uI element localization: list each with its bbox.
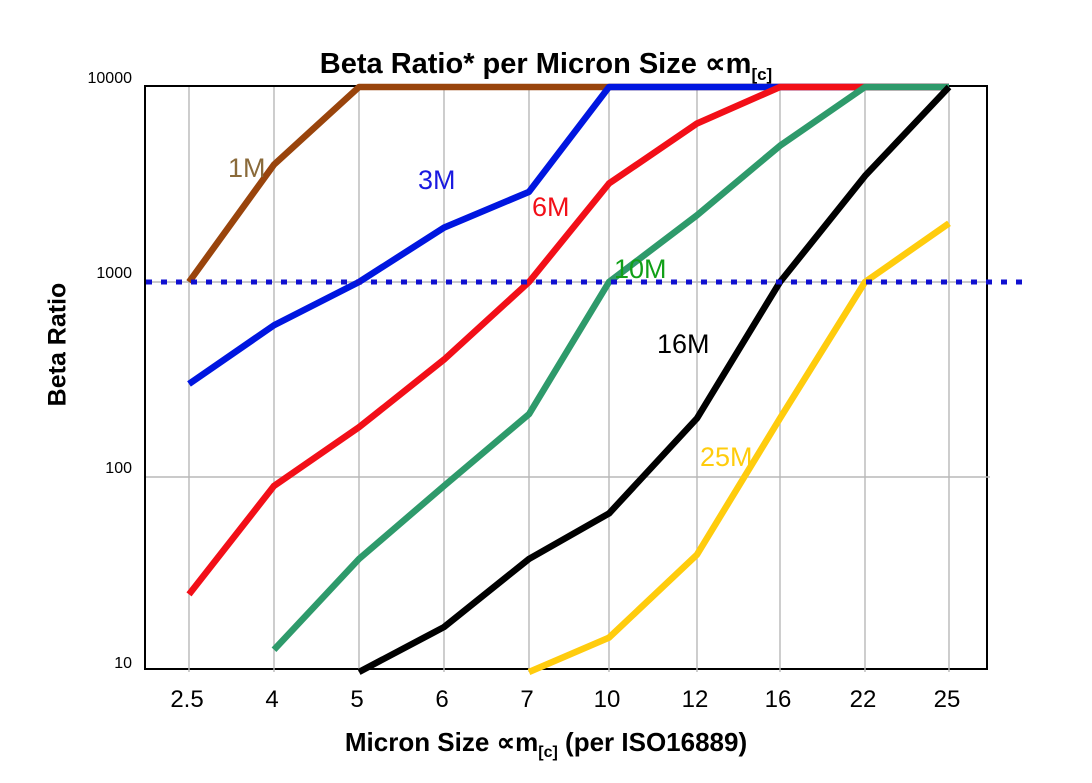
series-line-1M [186, 83, 949, 284]
series-label-16M: 16M [657, 329, 710, 359]
x-tick-label: 6 [435, 686, 449, 713]
chart-title-main: Beta Ratio* per Micron Size ∝m [319, 48, 752, 80]
y-tick-value: 1000 [96, 265, 132, 282]
x-axis-title: Micron Size ∝m[c] (per ISO16889) [0, 727, 1092, 762]
y-tick-value: 10000 [87, 70, 133, 87]
x-tick-label: 5 [350, 686, 364, 713]
series-label-6M: 6M [532, 192, 570, 222]
y-tick-value: 10 [114, 655, 132, 672]
series-line-25M [527, 220, 951, 675]
x-axis-title-subscript: [c] [538, 744, 558, 762]
plot-canvas [146, 83, 1024, 675]
x-axis-title-main: Micron Size ∝m [344, 727, 539, 757]
x-tick-label: 16 [764, 686, 792, 713]
y-tick-label: 10000 [0, 70, 133, 88]
series-line-16M [357, 84, 952, 675]
plot-area [144, 83, 1024, 675]
x-tick-label: 4 [265, 686, 279, 713]
series-label-25M: 25M [700, 442, 753, 472]
x-tick-label: 10 [593, 686, 621, 713]
chart-title: Beta Ratio* per Micron Size ∝m[c] [0, 46, 1092, 85]
series-label-3M: 3M [418, 165, 456, 195]
series-label-10M: 10M [614, 254, 667, 284]
y-tick-label: 1000 [0, 265, 132, 283]
x-tick-label: 7 [520, 686, 534, 713]
y-tick-label: 10 [0, 655, 132, 673]
x-tick-label: 22 [849, 686, 877, 713]
series-label-1M: 1M [228, 153, 266, 183]
x-tick-label: 2.5 [170, 686, 204, 713]
chart-title-subscript: [c] [751, 64, 773, 84]
y-axis-title: Beta Ratio [43, 282, 72, 407]
y-tick-label: 100 [0, 460, 132, 478]
x-tick-label: 12 [681, 686, 709, 713]
series-line-10M [271, 83, 949, 653]
x-tick-label: 25 [933, 686, 961, 713]
x-axis-title-tail: (per ISO16889) [557, 727, 748, 757]
series-line-6M [186, 83, 949, 597]
y-tick-value: 100 [105, 460, 132, 477]
